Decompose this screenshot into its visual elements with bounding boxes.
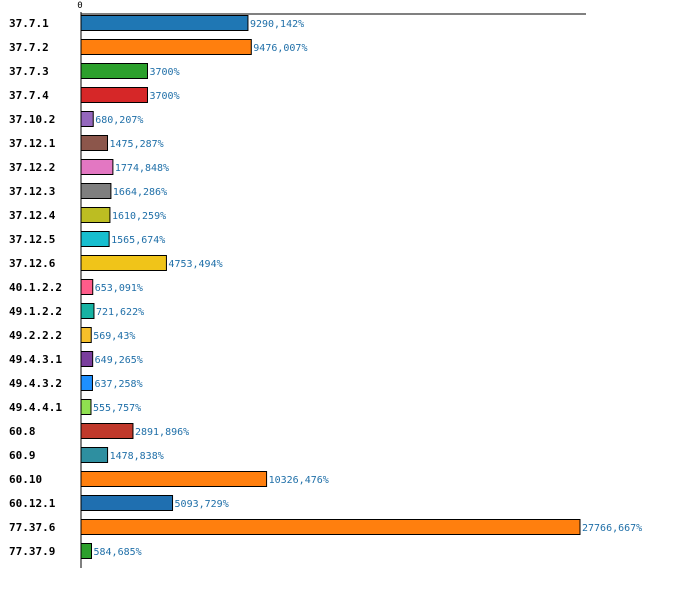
value-label: 4753,494% xyxy=(168,259,222,270)
value-label: 2891,896% xyxy=(135,427,189,438)
value-label: 9476,007% xyxy=(253,43,307,54)
bar xyxy=(80,111,94,127)
bar xyxy=(80,159,114,175)
category-label: 49.4.4.1 xyxy=(9,401,62,414)
category-label: 60.9 xyxy=(9,449,36,462)
category-label: 77.37.6 xyxy=(9,521,56,534)
bar xyxy=(80,231,110,247)
value-label: 9290,142% xyxy=(250,19,304,30)
bar xyxy=(80,279,94,295)
category-label: 37.12.5 xyxy=(9,233,55,246)
bars-group: 37.7.1 9290,142% 37.7.2 9476,007% 37.7.3 3700… xyxy=(9,15,642,559)
value-label: 3700% xyxy=(149,91,179,102)
value-label: 1565,674% xyxy=(111,235,165,246)
category-label: 37.12.6 xyxy=(9,257,56,270)
value-label: 1475,287% xyxy=(110,139,164,150)
bar xyxy=(80,87,148,103)
bar xyxy=(80,183,112,199)
value-label: 680,207% xyxy=(95,115,143,126)
bar xyxy=(80,375,93,391)
value-label: 649,265% xyxy=(95,355,143,366)
category-label: 37.12.2 xyxy=(9,161,55,174)
value-label: 569,43% xyxy=(93,331,135,342)
bar xyxy=(80,519,581,535)
value-label: 5093,729% xyxy=(175,499,229,510)
bar xyxy=(80,423,134,439)
value-label: 3700% xyxy=(149,67,179,78)
category-label: 49.4.3.2 xyxy=(9,377,62,390)
value-label: 1478,838% xyxy=(110,451,164,462)
value-label: 1774,848% xyxy=(115,163,169,174)
bar xyxy=(80,15,249,31)
category-label: 37.12.4 xyxy=(9,209,56,222)
bar xyxy=(80,303,95,319)
category-label: 40.1.2.2 xyxy=(9,281,62,294)
bar xyxy=(80,327,92,343)
value-label: 27766,667% xyxy=(582,523,642,534)
value-label: 10326,476% xyxy=(269,475,329,486)
value-label: 1610,259% xyxy=(112,211,166,222)
value-label: 555,757% xyxy=(93,403,141,414)
bar xyxy=(80,351,94,367)
category-label: 60.10 xyxy=(9,473,42,486)
value-label: 1664,286% xyxy=(113,187,167,198)
category-label: 37.7.4 xyxy=(9,89,49,102)
bar xyxy=(80,207,111,223)
category-label: 60.8 xyxy=(9,425,36,438)
bar xyxy=(80,471,268,487)
bar xyxy=(80,495,174,511)
category-label: 37.7.2 xyxy=(9,41,49,54)
category-label: 49.4.3.1 xyxy=(9,353,62,366)
value-label: 721,622% xyxy=(96,307,144,318)
bar xyxy=(80,399,92,415)
value-label: 584,685% xyxy=(94,547,142,558)
bar xyxy=(80,543,93,559)
category-label: 37.12.1 xyxy=(9,137,56,150)
category-label: 37.7.3 xyxy=(9,65,49,78)
zero-tick-label: 0 xyxy=(77,1,82,11)
value-label: 637,258% xyxy=(94,379,142,390)
bar xyxy=(80,63,148,79)
axes-group: 0 xyxy=(77,1,586,568)
value-label: 653,091% xyxy=(95,283,143,294)
bar xyxy=(80,39,252,55)
category-label: 37.12.3 xyxy=(9,185,55,198)
bar xyxy=(80,255,167,271)
category-label: 77.37.9 xyxy=(9,545,55,558)
bar xyxy=(80,135,109,151)
category-label: 49.2.2.2 xyxy=(9,329,62,342)
category-label: 60.12.1 xyxy=(9,497,56,510)
bar xyxy=(80,447,109,463)
category-label: 37.7.1 xyxy=(9,17,49,30)
category-label: 49.1.2.2 xyxy=(9,305,62,318)
category-label: 37.10.2 xyxy=(9,113,55,126)
